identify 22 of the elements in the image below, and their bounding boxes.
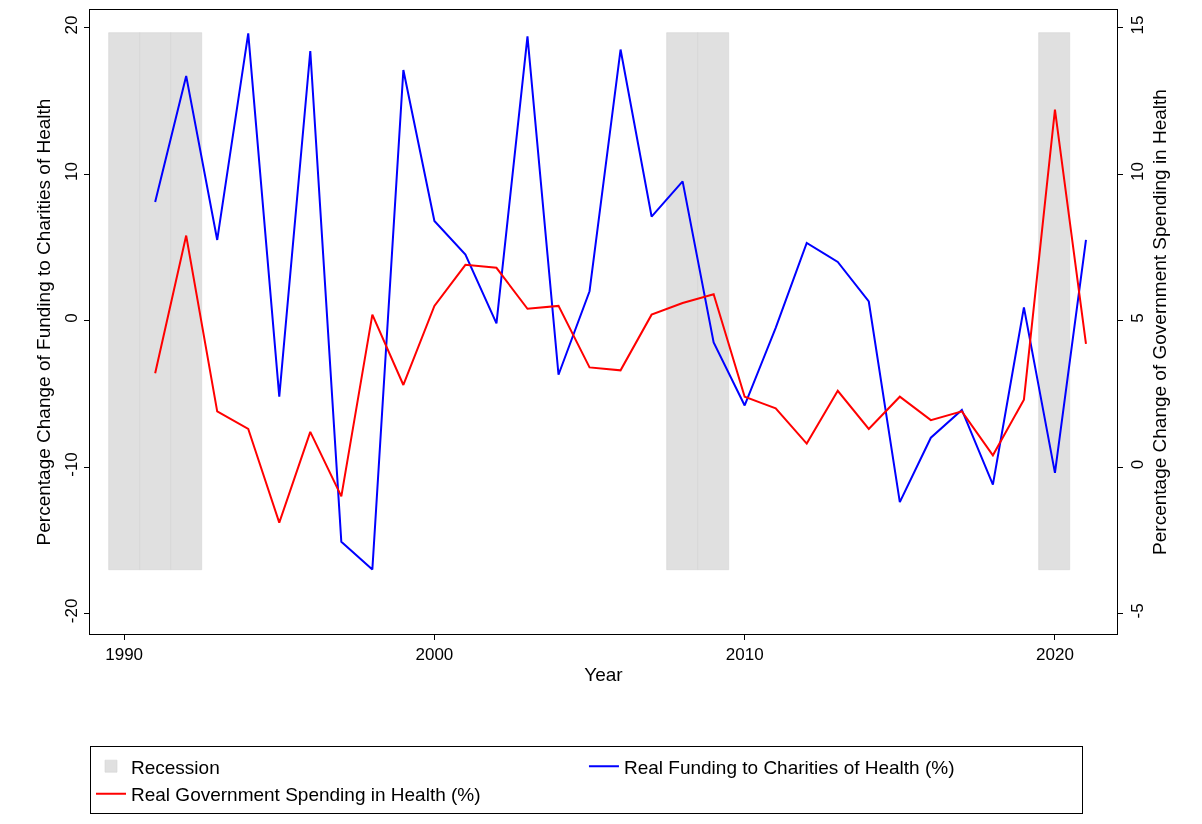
- y2-tick-label: 15: [1128, 15, 1148, 35]
- y-tick-label: 20: [62, 15, 82, 35]
- legend-label: Recession: [131, 756, 220, 778]
- legend-label: Real Funding to Charities of Health (%): [623, 756, 955, 778]
- x-tick-label: 2010: [725, 645, 764, 665]
- y-tick-label: 0: [62, 313, 82, 323]
- y-tick-label: -10: [62, 452, 82, 477]
- y2-tick-label: 10: [1128, 162, 1148, 181]
- x-axis-title: Year: [584, 664, 624, 686]
- y2-tick-label: 5: [1128, 313, 1148, 323]
- y2-axis-title: Percentage Change of Government Spending in Health: [1149, 89, 1171, 555]
- line-series: [154, 32, 1087, 571]
- y2-tick-label: 0: [1128, 459, 1148, 470]
- y-axis-title: Percentage Change of Funding to Charities of Health: [33, 98, 55, 546]
- x-tick-label: 2020: [1036, 645, 1074, 665]
- x-tick-label: 2000: [415, 645, 454, 665]
- y2-tick-label: -5: [1128, 603, 1148, 619]
- x-tick-label: 1990: [105, 645, 144, 665]
- y-tick-label: -20: [62, 598, 82, 624]
- line-series: [154, 108, 1087, 524]
- y-tick-label: 10: [62, 162, 82, 181]
- legend-label: Real Government Spending in Health (%): [131, 784, 481, 806]
